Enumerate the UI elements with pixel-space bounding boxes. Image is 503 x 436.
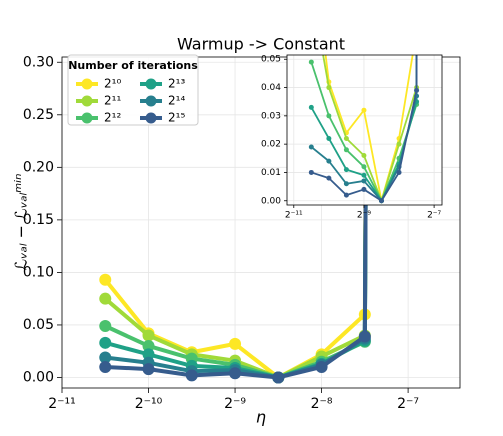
legend-marker <box>145 78 157 90</box>
data-point <box>361 164 367 170</box>
legend-label: 2¹³ <box>168 77 185 91</box>
data-point <box>308 104 314 110</box>
y-tick-label: 0.15 <box>23 212 54 228</box>
data-point <box>343 192 349 198</box>
data-point <box>414 28 419 33</box>
legend-title: Number of iterations <box>68 59 198 72</box>
x-tick-label: 2⁻¹¹ <box>285 211 303 221</box>
series-group <box>99 57 371 384</box>
data-point <box>343 167 349 173</box>
data-point <box>343 181 349 187</box>
plot-frame <box>61 56 461 389</box>
x-tick-label: 2⁻¹¹ <box>48 396 76 412</box>
series-line <box>103 57 369 380</box>
data-point <box>142 339 155 352</box>
data-point <box>361 172 367 178</box>
plot-area: 0.00 0.01 0.02 0.03 0.04 0.05 2⁻¹¹ 2⁻⁹ 2⁻⁷ <box>261 28 443 221</box>
data-point <box>99 320 112 333</box>
x-tick-label: 2⁻⁷ <box>397 396 419 412</box>
data-point <box>343 135 349 141</box>
x-tick-label: 2⁻¹⁰ <box>135 396 163 412</box>
legend-label: 2¹⁵ <box>168 111 185 125</box>
series-line <box>311 55 418 202</box>
plot-frame <box>286 54 443 206</box>
data-point <box>272 371 285 384</box>
y-tick-label: 0.01 <box>261 168 281 178</box>
series-line <box>322 55 418 202</box>
x-axis-label: η <box>256 408 266 427</box>
data-point <box>185 369 198 382</box>
y-tick-label: 0.05 <box>261 55 281 65</box>
y-tick-label: 0.20 <box>23 159 54 175</box>
data-point <box>229 337 242 350</box>
legend-marker <box>81 95 93 107</box>
data-point <box>343 147 349 153</box>
data-point <box>326 175 332 181</box>
legend-label: 2¹¹ <box>104 94 121 108</box>
data-point <box>99 351 112 364</box>
legend-marker <box>81 78 93 90</box>
legend-box <box>67 54 199 126</box>
data-point <box>361 186 367 192</box>
data-point <box>396 169 402 175</box>
y-axis-label: ℒᵥₐₗ − ℒᵥₐₗᵐⁱⁿ <box>12 173 31 270</box>
data-point <box>414 87 420 93</box>
data-point <box>326 113 332 119</box>
y-tick-label: 0.10 <box>23 264 54 280</box>
data-point <box>99 336 112 349</box>
y-tick-label: 0.02 <box>261 140 281 150</box>
data-point <box>308 144 314 150</box>
y-tick-label: 0.05 <box>23 317 54 333</box>
data-point <box>361 107 367 113</box>
y-tick-label: 0.00 <box>23 369 54 385</box>
legend-label: 2¹² <box>104 111 121 125</box>
y-tick-label: 0.03 <box>261 111 281 121</box>
legend-marker <box>81 112 93 124</box>
data-point <box>308 59 314 65</box>
data-point <box>142 363 155 376</box>
series-line <box>310 55 418 202</box>
series-line <box>324 55 414 202</box>
y-tick-label: 0.25 <box>23 107 54 123</box>
data-point <box>378 198 384 204</box>
legend-label: 2¹⁴ <box>168 94 185 108</box>
data-point <box>361 178 367 184</box>
data-point <box>229 367 242 380</box>
data-point <box>326 85 332 91</box>
legend-marker <box>145 95 157 107</box>
data-point <box>308 169 314 175</box>
x-tick-label: 2⁻⁹ <box>357 211 371 221</box>
legend-marker <box>145 112 157 124</box>
x-tick-label: 2⁻⁸ <box>311 396 333 412</box>
legend-label: 2¹⁰ <box>104 77 121 91</box>
series-line <box>105 57 369 380</box>
y-tick-label: 0.00 <box>261 196 281 206</box>
data-point <box>396 141 402 147</box>
x-tick-label: 2⁻⁹ <box>224 396 246 412</box>
legend: Number of iterations 2¹⁰ 2¹¹ 2¹² 2¹³ 2¹⁴ 2¹⁵ <box>67 54 199 126</box>
y-tick-label: 0.04 <box>261 83 281 93</box>
data-point <box>358 330 371 343</box>
data-point <box>326 158 332 164</box>
x-tick-label: 2⁻⁷ <box>427 211 441 221</box>
data-point <box>315 360 328 373</box>
series-group <box>308 28 420 204</box>
chart-title: Warmup -> Constant <box>177 35 345 54</box>
data-point <box>326 135 332 141</box>
data-point <box>142 348 155 361</box>
data-point <box>361 152 367 158</box>
data-point <box>142 329 155 342</box>
y-tick-label: 0.30 <box>23 54 54 70</box>
data-point <box>99 273 112 286</box>
data-point <box>99 292 112 305</box>
data-point <box>99 360 112 373</box>
